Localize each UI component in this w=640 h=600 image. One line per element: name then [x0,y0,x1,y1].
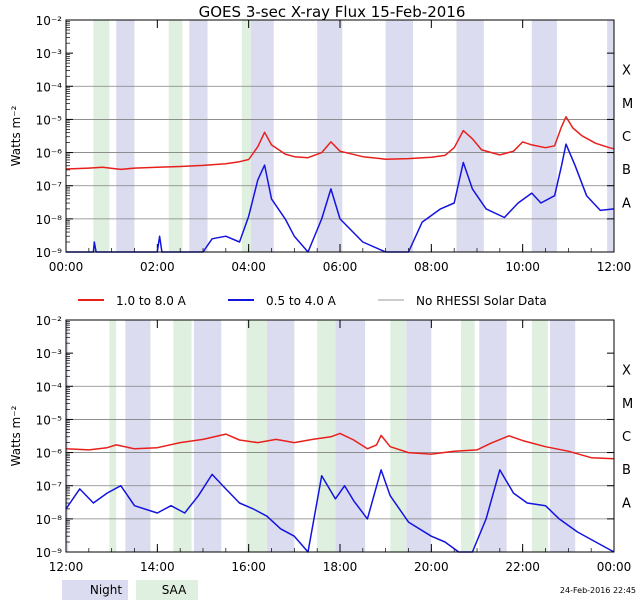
x-tick-label: 22:00 [505,560,540,574]
saa-band [461,320,475,552]
y-tick-label: 10⁻⁸ [36,213,63,227]
night-band [189,20,208,252]
series-line-long [65,116,615,171]
x-tick-label: 18:00 [323,560,358,574]
y-tick-label: 10⁻⁵ [36,413,63,427]
x-tick-label: 06:00 [323,260,358,274]
panel-top: 10⁻⁹ 10⁻⁸ 10⁻⁷ 10⁻⁶ 10⁻⁵ 10⁻⁴ 10⁻³ 10⁻² 00:00 02:… [9,14,633,274]
flare-class-label: B [622,163,631,178]
flare-class-label: M [622,397,633,412]
legend-short-label: 0.5 to 4.0 A [266,294,337,308]
y-tick-label: 10⁻⁷ [36,480,63,494]
x-tick-label: 04:00 [231,260,266,274]
saa-key-label: SAA [162,583,187,597]
saa-band [531,320,548,552]
flare-class-label: C [622,430,631,445]
series-line-short [65,469,615,553]
x-tick-label: 12:00 [49,560,84,574]
flare-class-label: M [622,97,633,112]
saa-band [93,20,110,252]
flare-class-label: A [622,496,631,511]
night-band [317,20,343,252]
plot-frame [65,19,615,253]
flare-class-label: B [622,463,631,478]
night-band [385,20,414,252]
flare-class-label: A [622,196,631,211]
legend-long-label: 1.0 to 8.0 A [116,294,187,308]
saa-band [241,20,251,252]
night-band [550,320,576,552]
plot-frame [65,319,615,553]
flare-class-label: C [622,130,631,145]
night-band [66,320,69,552]
x-tick-label: 12:00 [597,260,632,274]
y-tick-label: 10⁻² [36,14,63,28]
x-tick-label: 00:00 [49,260,84,274]
night-band [335,320,366,552]
night-band [125,320,151,552]
chart-title: GOES 3-sec X-ray Flux 15-Feb-2016 [199,3,466,21]
y-tick-label: 10⁻⁷ [36,180,63,194]
timestamp: 24-Feb-2016 22:45 [560,586,636,595]
y-tick-label: 10⁻⁴ [36,380,63,394]
x-tick-label: 00:00 [597,560,632,574]
x-tick-label: 14:00 [140,560,175,574]
night-band [266,320,295,552]
y-tick-label: 10⁻² [36,314,63,328]
night-key-swatch [62,580,128,600]
y-tick-label: 10⁻⁴ [36,80,63,94]
series-line-long [65,432,615,460]
band-key: Night SAA [62,580,198,600]
x-tick-label: 16:00 [231,560,266,574]
flare-class-label: X [622,364,631,379]
y-tick-label: 10⁻⁵ [36,113,63,127]
y-tick-label: 10⁻³ [36,347,63,361]
night-band [479,320,507,552]
y-tick-label: 10⁻⁹ [36,546,63,560]
x-tick-label: 08:00 [414,260,449,274]
x-tick-label: 20:00 [414,560,449,574]
saa-band [246,320,267,552]
y-tick-label: 10⁻³ [36,47,63,61]
saa-band [109,320,117,552]
panel-bottom: 10⁻⁹ 10⁻⁸ 10⁻⁷ 10⁻⁶ 10⁻⁵ 10⁻⁴ 10⁻³ 10⁻² 12:00 14:… [9,314,633,574]
night-band [406,320,432,552]
saa-band [390,320,407,552]
y-axis-label: Watts m⁻² [9,405,23,466]
saa-band [317,320,336,552]
y-tick-label: 10⁻⁹ [36,246,63,260]
saa-key-swatch [136,580,198,600]
flare-class-label: X [622,64,631,79]
y-tick-label: 10⁻⁸ [36,513,63,527]
saa-band [168,20,183,252]
saa-band [173,320,192,552]
x-tick-label: 10:00 [505,260,540,274]
night-key-label: Night [90,583,123,597]
night-band [607,20,614,252]
night-band [116,20,135,252]
x-tick-label: 02:00 [140,260,175,274]
legend: 1.0 to 8.0 A 0.5 to 4.0 A No RHESSI Sola… [78,294,547,308]
y-tick-label: 10⁻⁶ [36,447,63,461]
y-axis-label: Watts m⁻² [9,105,23,166]
y-tick-label: 10⁻⁶ [36,147,63,161]
legend-nodata-label: No RHESSI Solar Data [416,294,547,308]
night-band [531,20,557,252]
